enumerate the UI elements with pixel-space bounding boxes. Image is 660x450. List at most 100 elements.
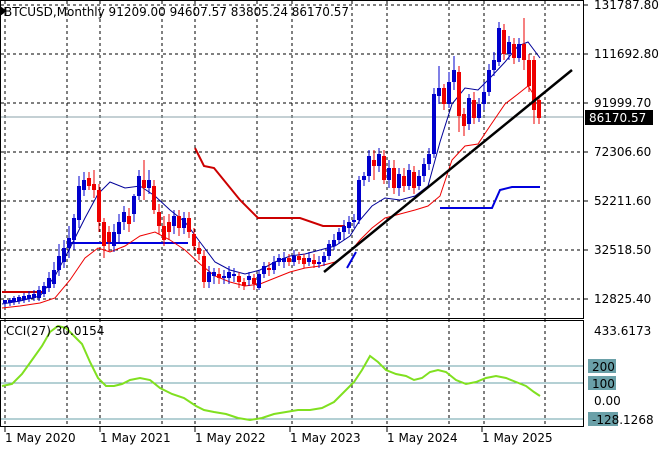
bear-candle-body: [97, 190, 101, 222]
bear-candle-body: [527, 60, 531, 86]
bear-candle-body: [502, 30, 506, 54]
bull-candle-body: [117, 222, 121, 234]
time-tick-label: 1 May 2022: [195, 431, 266, 445]
bull-candle-body: [367, 156, 371, 176]
bull-candle-body: [32, 294, 36, 298]
bear-candle-body: [392, 168, 396, 188]
bull-candle-body: [397, 174, 401, 188]
bull-candle-body: [232, 274, 236, 276]
bull-candle-body: [317, 262, 321, 264]
bull-candle-body: [347, 222, 351, 228]
chart-header: BTCUSD,Monthly 91209.00 94607.57 83805.2…: [4, 5, 349, 19]
bear-candle-body: [312, 260, 316, 264]
bull-candle-body: [467, 98, 471, 124]
bull-candle-body: [447, 82, 451, 104]
bull-candle-body: [377, 154, 381, 166]
bull-candle-body: [262, 266, 266, 274]
bull-candle-body: [82, 180, 86, 190]
bull-candle-body: [212, 272, 216, 276]
bull-candle-body: [337, 232, 341, 240]
bear-candle-body: [177, 216, 181, 228]
cci-tick-label: 0.00: [594, 394, 621, 408]
bear-candle-body: [402, 176, 406, 186]
cci-level-badge: [588, 359, 616, 373]
bull-candle-body: [147, 180, 151, 188]
bear-candle-body: [107, 232, 111, 242]
time-tick-label: 1 May 2020: [5, 431, 76, 445]
support-resistance-lines: [2, 147, 540, 293]
bear-candle-body: [92, 184, 96, 190]
bear-candle-body: [252, 278, 256, 284]
trendline[interactable]: [323, 69, 573, 273]
bull-candle-body: [357, 180, 361, 220]
bull-candle-body: [517, 44, 521, 58]
bull-candle-body: [477, 104, 481, 118]
bull-candle-body: [247, 276, 251, 280]
support-segment: [440, 186, 540, 209]
cci-levels: [1, 365, 583, 420]
price-tick-label: 12825.40: [594, 292, 651, 306]
price-tick-label: 52211.60: [594, 194, 651, 208]
bull-candle-body: [257, 274, 261, 288]
bull-candle-body: [437, 88, 441, 96]
bear-candle-body: [167, 222, 171, 232]
bull-candle-body: [17, 297, 21, 301]
cci-level-badge: [588, 412, 618, 426]
bull-candle-body: [407, 170, 411, 186]
bull-candle-body: [72, 218, 76, 240]
bull-candle-body: [227, 272, 231, 278]
cci-tick-label: 433.6173: [594, 324, 651, 338]
bear-candle-body: [457, 72, 461, 116]
bear-candle-body: [302, 258, 306, 264]
cci-level-badge: [588, 376, 616, 390]
bear-candle-body: [382, 156, 386, 180]
bull-candle-body: [207, 272, 211, 282]
header-arrow-icon: [0, 6, 7, 16]
bull-candle-body: [57, 256, 61, 270]
price-tick-label: 72306.60: [594, 145, 651, 159]
time-tick-label: 1 May 2024: [387, 431, 458, 445]
bear-candle-body: [512, 44, 516, 58]
bull-candle-body: [487, 70, 491, 92]
cci-title: CCI(27) 30.0154: [6, 324, 104, 338]
bull-candle-body: [22, 296, 26, 300]
bear-candle-body: [102, 222, 106, 246]
bear-candle-body: [287, 258, 291, 262]
bull-candle-body: [37, 290, 41, 298]
price-tick-label: 111692.80: [594, 47, 659, 61]
current-price-label: 86170.57: [589, 111, 646, 125]
bull-candle-body: [452, 70, 456, 82]
price-tick-label: 91999.70: [594, 96, 651, 110]
bear-candle-body: [152, 186, 156, 210]
bull-candle-body: [492, 60, 496, 70]
time-axis: 1 May 2020 1 May 2021 1 May 2022 1 May 2023…: [4, 426, 553, 445]
fast-moving-average-line: [1, 85, 541, 309]
resistance-segment: [194, 147, 345, 227]
price-tick-label: 32518.50: [594, 243, 651, 257]
time-tick-label: 1 May 2025: [482, 431, 553, 445]
bull-candle-body: [42, 286, 46, 294]
bear-candle-body: [472, 100, 476, 118]
cci-tick-label: -128.1268: [592, 413, 654, 427]
bull-candle-body: [417, 176, 421, 186]
candlestick-series: [3, 18, 541, 307]
bull-candle-body: [432, 94, 436, 154]
bull-candle-body: [307, 258, 311, 262]
bull-candle-body: [322, 256, 326, 262]
bull-candle-body: [332, 240, 336, 246]
bull-candle-body: [277, 258, 281, 262]
bull-candle-body: [222, 276, 226, 278]
support-segment: [346, 251, 357, 269]
cci-axis: 433.6173 200 100 0.00 -128.1268: [588, 324, 654, 427]
bull-candle-body: [182, 218, 186, 228]
bear-candle-body: [162, 226, 166, 240]
bear-candle-body: [187, 218, 191, 232]
bull-candle-body: [342, 226, 346, 232]
bear-candle-body: [202, 256, 206, 282]
bear-candle-body: [537, 100, 541, 118]
bear-candle-body: [412, 172, 416, 188]
bull-candle-body: [52, 270, 56, 284]
bull-candle-body: [12, 298, 16, 302]
bear-candle-body: [87, 178, 91, 186]
